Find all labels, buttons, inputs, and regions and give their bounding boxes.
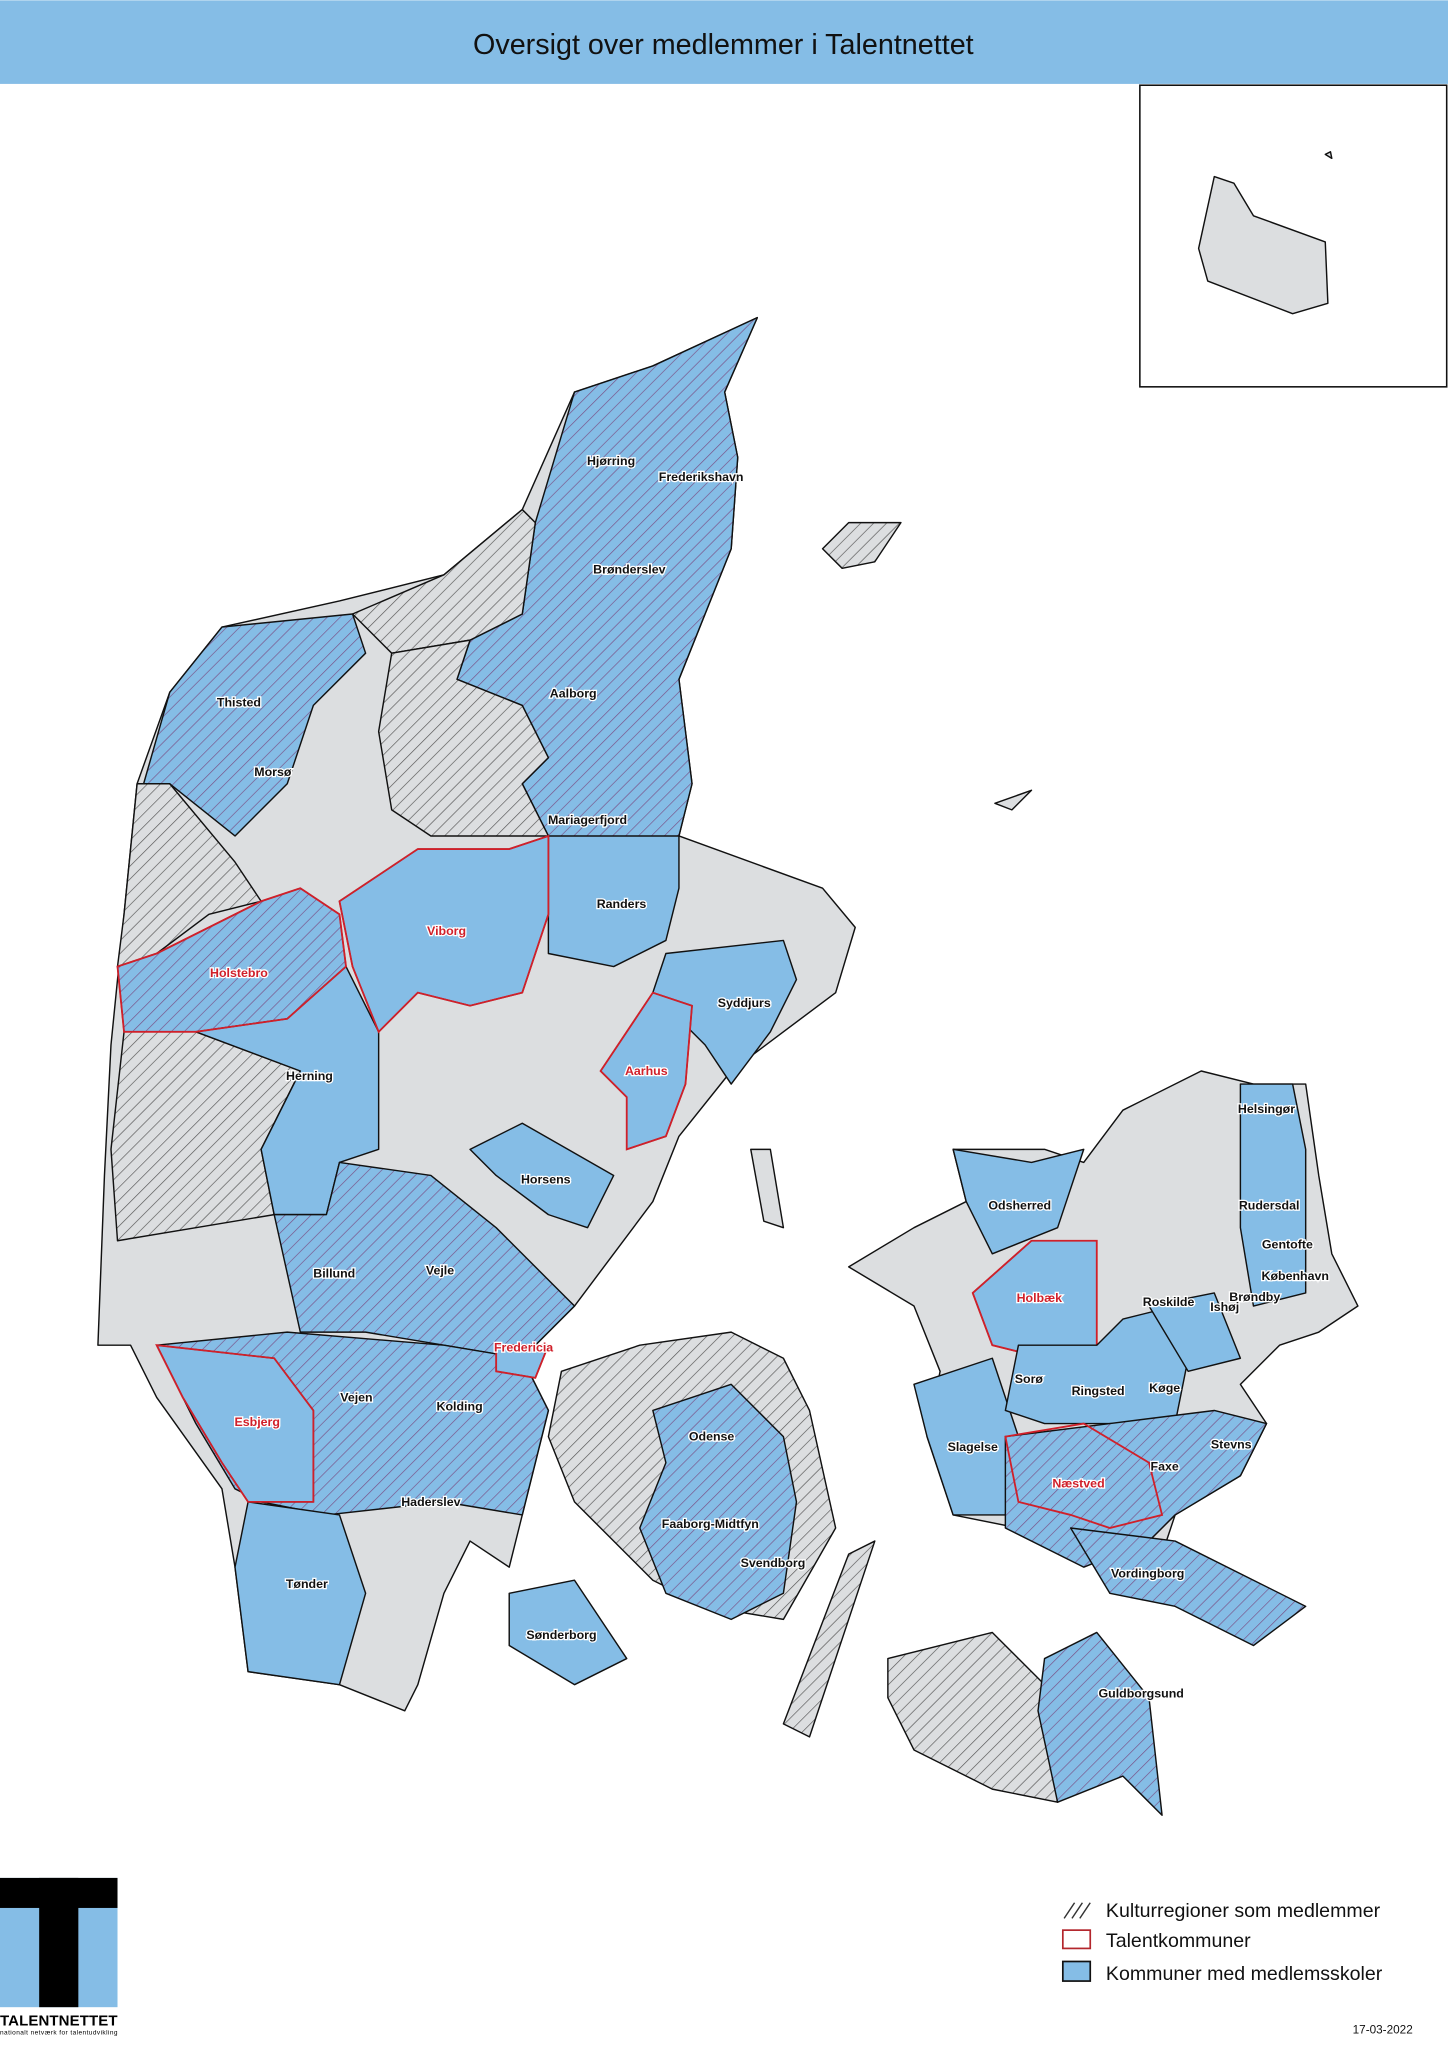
label-koege: Køge — [1149, 1381, 1180, 1395]
label-esbjerg: Esbjerg — [234, 1415, 279, 1429]
label-mariagerfjord: Mariagerfjord — [548, 813, 627, 827]
label-odsherred: Odsherred — [988, 1198, 1051, 1212]
label-herning: Herning — [286, 1069, 333, 1083]
label-broenderslev: Brønderslev — [593, 563, 665, 577]
label-fredericia: Fredericia — [494, 1341, 553, 1355]
label-kolding: Kolding — [437, 1399, 483, 1413]
label-soroe: Sorø — [1015, 1372, 1044, 1386]
label-viborg: Viborg — [427, 924, 466, 938]
label-holstebro: Holstebro — [210, 966, 268, 980]
label-vejen: Vejen — [340, 1390, 372, 1404]
map-title: Oversigt over medlemmer i Talentnettet — [473, 29, 974, 61]
label-randers: Randers — [597, 897, 647, 911]
label-naestved: Næstved — [1052, 1477, 1104, 1491]
talentnettet-logo: TALENTNETTET nationalt netværk for talen… — [0, 1877, 118, 2037]
talent-swatch-icon — [1061, 1929, 1092, 1950]
label-koebenhavn: København — [1262, 1269, 1329, 1283]
label-billund: Billund — [313, 1266, 355, 1280]
label-broendby: Brøndby — [1229, 1290, 1280, 1304]
christiansoe — [1324, 151, 1333, 160]
logo-tagline: nationalt netværk for talentudvikling — [0, 2030, 118, 2037]
label-horsens: Horsens — [521, 1172, 571, 1186]
label-vordingborg: Vordingborg — [1111, 1567, 1184, 1581]
label-ishoej: Ishøj — [1210, 1300, 1239, 1314]
label-thisted: Thisted — [217, 696, 261, 710]
bornholm — [1197, 175, 1329, 315]
label-hjoerring: Hjørring — [587, 454, 635, 468]
legend-member-label: Kommuner med medlemsskoler — [1106, 1963, 1383, 1985]
logo-name: TALENTNETTET — [0, 2012, 118, 2029]
label-odense: Odense — [689, 1430, 735, 1444]
hatch-swatch-icon — [1063, 1902, 1091, 1919]
label-ringsted: Ringsted — [1072, 1384, 1125, 1398]
label-gentofte: Gentofte — [1262, 1238, 1313, 1252]
funen — [547, 1331, 876, 1738]
label-syddjurs: Syddjurs — [718, 996, 771, 1010]
legend-talent-label: Talentkommuner — [1106, 1930, 1251, 1952]
label-toender: Tønder — [286, 1577, 328, 1591]
laesoe — [821, 521, 902, 570]
anholt — [994, 789, 1033, 811]
label-rudersdal: Rudersdal — [1239, 1198, 1300, 1212]
label-faaborg-midtfyn: Faaborg-Midtfyn — [662, 1517, 759, 1531]
legend: Kulturregioner som medlemmer Talentkommu… — [1061, 1900, 1383, 1985]
member-swatch-icon — [1061, 1960, 1092, 1982]
label-roskilde: Roskilde — [1143, 1295, 1195, 1309]
label-morsoe: Morsø — [254, 765, 292, 779]
municipality-labels: Hjørring Frederikshavn Brønderslev Thist… — [209, 453, 1331, 1702]
label-faxe: Faxe — [1151, 1460, 1179, 1474]
samsoe — [750, 1148, 785, 1229]
label-aarhus: Aarhus — [625, 1064, 668, 1078]
jutland — [97, 316, 856, 1712]
zealand — [847, 1070, 1359, 1647]
label-svendborg: Svendborg — [741, 1556, 806, 1570]
map-date: 17-03-2022 — [1353, 2023, 1413, 2036]
label-helsingoer: Helsingør — [1238, 1102, 1295, 1116]
lolland-falster — [887, 1631, 1163, 1816]
label-frederikshavn: Frederikshavn — [659, 470, 744, 484]
legend-hatch-label: Kulturregioner som medlemmer — [1106, 1900, 1381, 1922]
label-holbaek: Holbæk — [1017, 1291, 1063, 1305]
label-vejle: Vejle — [426, 1264, 454, 1278]
label-slagelse: Slagelse — [948, 1440, 998, 1454]
title-bar — [0, 0, 1448, 84]
label-guldborgsund: Guldborgsund — [1098, 1687, 1183, 1701]
label-soenderborg: Sønderborg — [526, 1628, 596, 1642]
label-aalborg: Aalborg — [550, 687, 597, 701]
label-haderslev: Haderslev — [401, 1495, 460, 1509]
label-stevns: Stevns — [1211, 1437, 1252, 1451]
